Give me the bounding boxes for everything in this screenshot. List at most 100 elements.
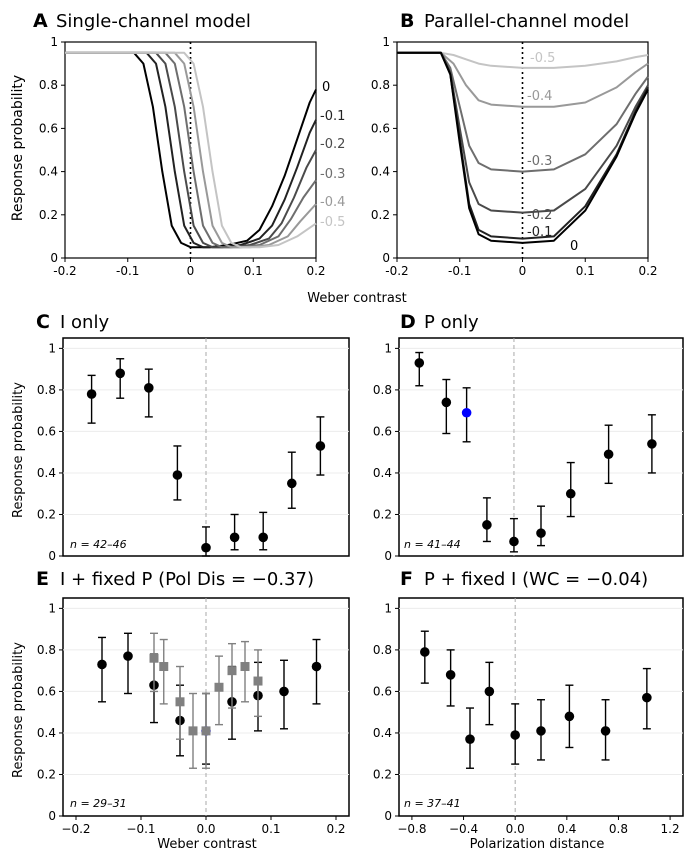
panel-b-series-line [397,51,649,173]
panel-a-series-label: 0 [322,80,330,95]
panel-b-xtick-label: 0 [519,264,527,278]
panel-b-series-label: -0.1 [527,225,552,240]
panel-d-data-point [441,397,452,408]
panel-e-xlabel: Weber contrast [157,837,256,850]
panel-f-data-point [445,670,456,680]
panel-e-xtick-label: 0.2 [326,822,345,836]
panel-b-series-line [397,51,649,244]
panel-b-ytick-label: 0.6 [371,121,390,135]
panel-d-title: P only [424,312,479,333]
panel-e-data-point [253,676,263,686]
panel-b-series-label: -0.5 [530,51,555,66]
panel-a-ytick-label: 1 [50,35,58,49]
panel-a-series-label: -0.3 [320,167,345,182]
panel-f-data-point [484,686,495,697]
panel-d-data-point [647,439,657,449]
panel-c-data-point [144,383,154,393]
panel-d-data-point [482,520,492,530]
panel-e-data-point [279,686,289,697]
ylabel-bottom: Response probability [11,642,26,778]
panel-e-ytick-label: 0.2 [37,767,56,781]
panel-f-xtick-label: 0.4 [557,822,576,836]
panel-a-series-label: -0.2 [320,137,345,152]
panel-b-ytick-label: 0.4 [371,165,390,179]
panel-a-xtick-label: 0 [187,264,195,278]
panel-d-ytick-label: 0.4 [373,466,392,480]
panel-f-ytick-label: 0 [384,809,392,823]
panel-c-ytick-label: 0.8 [37,383,56,397]
panel-f-data-point [536,726,546,736]
panel-b-series-label: -0.3 [527,154,552,169]
panel-d-ytick-label: 0.2 [373,507,392,521]
panel-d-ytick-label: 1 [384,341,392,355]
panel-d-ytick-label: 0.6 [373,424,392,438]
panel-c-n-annotation: n = 42–46 [70,538,127,551]
panel-f-xtick-label: 0.0 [506,822,525,836]
panel-b-series-line [397,51,649,108]
panel-b-xtick-label: 0.1 [576,264,595,278]
panel-f-ytick-label: 0.6 [373,684,392,698]
panel-f-xtick-label: −0.4 [449,822,478,836]
panel-c-data-point [229,532,240,543]
panel-a-series-line [65,51,317,249]
panel-b-series-label: 0 [570,239,578,254]
panel-b-ytick-label: 1 [382,35,390,49]
panel-d-n-annotation: n = 41–44 [404,538,461,551]
panel-b-series-line [397,51,649,69]
panel-a-series-line [65,51,317,249]
panel-a-series-line [65,51,317,249]
panel-e-data-point [311,661,322,672]
panel-b-series-line [397,51,649,240]
panel-e-data-point [188,726,198,736]
panel-b-xtick-label: -0.2 [385,264,408,278]
panel-d-frame [398,337,684,557]
panel-a-ytick-label: 0.2 [39,208,58,222]
panel-e-xtick-label: 0.0 [196,822,215,836]
panel-b-series-label: -0.2 [527,208,552,223]
panel-c-data-point [258,532,269,543]
panel-f-frame [398,597,684,817]
panel-e-n-annotation: n = 29–31 [70,797,127,810]
panel-e-data-point [123,651,133,661]
panel-c-ytick-label: 0 [48,549,56,563]
panel-a-xtick-label: -0.1 [116,264,139,278]
panel-e-ytick-label: 0.8 [37,643,56,657]
panel-a-letter: A [33,10,48,32]
panel-e-data-point [149,653,159,663]
panel-d-data-point [565,488,576,499]
ylabel-top: Response probability [10,75,26,221]
panel-f-letter: F [400,568,413,590]
panel-d-ytick-label: 0.8 [373,383,392,397]
panel-e-data-point [159,662,169,672]
panel-c-data-point [86,389,97,399]
panel-c-data-point [287,478,297,489]
panel-f-data-point [642,692,652,703]
panel-d-letter: D [400,311,416,333]
panel-b-ytick-label: 0 [382,251,390,265]
panel-b-xtick-label: 0.2 [638,264,657,278]
panel-c-ytick-label: 1 [48,341,56,355]
panel-b-frame [396,41,649,259]
panel-f-xtick-label: 1.2 [661,822,680,836]
panel-e-xtick-label: 0.1 [261,822,280,836]
panel-a-ytick-label: 0.8 [39,78,58,92]
panel-c-data-point [201,542,211,553]
panel-c-data-point [172,470,183,480]
panel-f-data-point [465,734,475,744]
panel-b-title: Parallel-channel model [424,11,629,32]
panel-a-ytick-label: 0.4 [39,165,58,179]
panel-c-letter: C [36,311,50,333]
panel-b-ytick-label: 0.8 [371,78,390,92]
panel-e-data-point [240,662,250,672]
panel-f-data-point [600,726,611,736]
panel-f-xtick-label: 0.8 [609,822,628,836]
panel-f-ytick-label: 0.4 [373,726,392,740]
panel-e-ytick-label: 0.6 [37,684,56,698]
panel-e-xtick-label: −0.1 [126,822,155,836]
panel-a-xtick-label: 0.2 [306,264,325,278]
panel-b-ytick-label: 0.2 [371,208,390,222]
panel-d-data-point [603,449,614,460]
panel-b-xtick-label: -0.1 [448,264,471,278]
panel-c-ytick-label: 0.4 [37,466,56,480]
panel-e-letter: E [36,568,49,590]
